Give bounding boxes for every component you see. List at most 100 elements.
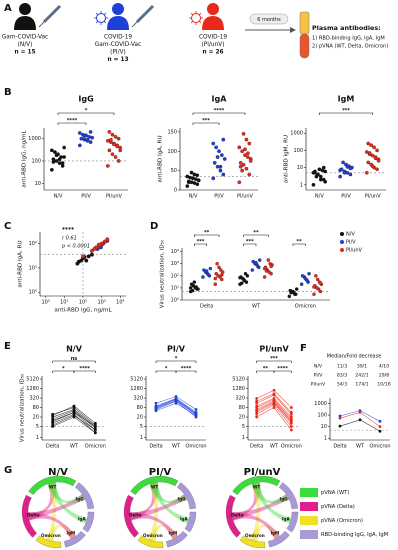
x-axis-label: anti-RBD IgG, ng/mL: [54, 308, 112, 314]
y-axis-label: Virus neutralization, ID₅₀: [20, 373, 26, 442]
data-point: [190, 288, 195, 293]
sig-label: *: [175, 356, 178, 362]
chord-title: PI/V: [149, 467, 172, 478]
group-text: Gam-COVID-Vac: [95, 42, 141, 48]
data-point: [240, 281, 244, 285]
arc-label: IgG: [178, 496, 187, 501]
y-tick-label: 1000: [290, 131, 303, 137]
data-point: [218, 168, 223, 173]
data-point: [49, 148, 54, 153]
data-point: [219, 268, 223, 272]
panel-label: B: [4, 87, 12, 98]
chord-ribbon: [47, 482, 86, 504]
data-point: [289, 425, 293, 428]
data-point: [289, 290, 293, 295]
y-tick-label: 10²: [171, 273, 179, 279]
data-point: [118, 148, 123, 153]
data-point: [96, 242, 101, 247]
chord-arc: [137, 535, 164, 549]
data-point: [315, 277, 320, 282]
data-point: [85, 137, 90, 142]
chord-arc: [28, 475, 77, 496]
table-cell: 4/10: [379, 364, 389, 370]
tube-top: [299, 11, 310, 35]
sig-bracket: [256, 360, 292, 363]
data-point: [318, 177, 323, 182]
group-n: n = 15: [14, 50, 35, 56]
x-tick-label: Omicron: [281, 444, 302, 450]
data-point: [247, 141, 252, 146]
y-tick-label: 150: [167, 129, 177, 135]
data-point: [116, 136, 121, 141]
legend-marker: [340, 240, 344, 244]
arc-label: IgM: [271, 530, 280, 535]
table-cell: 29/8: [379, 373, 389, 379]
x-tick-label: WT: [70, 444, 79, 450]
data-point: [366, 141, 371, 146]
sig-label: ***: [197, 239, 205, 245]
data-point: [307, 271, 311, 276]
data-point: [185, 184, 190, 188]
chart-title: IgG: [78, 95, 93, 104]
data-point: [57, 161, 62, 165]
data-point: [358, 418, 362, 422]
chord-ribbon: [149, 482, 188, 504]
box-item: 1) RBD-binding IgG, IgA, IgM: [312, 36, 385, 42]
data-point: [378, 419, 382, 423]
data-point: [103, 239, 107, 244]
data-point: [107, 148, 112, 153]
data-point: [373, 156, 378, 161]
chord-ribbon: [28, 494, 86, 521]
data-point: [196, 178, 201, 183]
y-tick-label: 1000: [28, 136, 41, 142]
legend-marker: [340, 248, 344, 252]
y-tick-label: 100: [31, 158, 41, 164]
y-tick-label: 10⁴: [171, 249, 179, 255]
data-point: [81, 254, 85, 259]
chart-title: PI/V: [167, 345, 186, 354]
data-point: [88, 130, 93, 134]
data-point: [185, 174, 190, 179]
data-point: [220, 153, 224, 157]
data-point: [105, 138, 110, 143]
y-tick-label: 80: [33, 405, 39, 411]
data-point: [369, 143, 374, 148]
data-point: [238, 161, 243, 165]
chord-title: PI/unV: [244, 467, 281, 478]
data-point: [215, 261, 219, 266]
y-tick-label: 320: [133, 396, 143, 402]
x-tick-label: Delta: [200, 304, 213, 310]
person-body: [107, 16, 129, 30]
chord-arc: [225, 494, 241, 538]
data-point: [87, 135, 91, 139]
arrow-head: [290, 27, 296, 33]
x-tick-label: 10³: [97, 300, 105, 306]
y-tick-label: 10¹: [29, 265, 37, 271]
arc-label: WT: [49, 485, 57, 490]
x-tick-label: N/V: [189, 194, 198, 200]
arc-label: Omicron: [245, 533, 265, 538]
data-point: [51, 423, 55, 427]
data-point: [255, 399, 259, 403]
sig-label: ***: [202, 118, 210, 124]
data-point: [247, 172, 252, 177]
data-point: [51, 419, 55, 422]
legend-swatch: [300, 502, 318, 511]
annotation: r 0.61: [62, 236, 77, 242]
data-point: [51, 421, 55, 425]
data-point: [109, 137, 113, 142]
box-item: 2) pVNA (WT, Delta, Omicron): [312, 44, 388, 50]
data-point: [76, 259, 81, 264]
data-point: [189, 170, 194, 175]
chord-ribbon: [47, 482, 88, 524]
chord-arc: [166, 531, 188, 548]
data-point: [212, 161, 217, 165]
interval-box: [249, 13, 289, 25]
x-tick-label: 10¹: [60, 300, 68, 306]
sig-bracket: [73, 370, 96, 373]
arc-label: Delta: [231, 513, 244, 518]
data-point: [72, 404, 76, 408]
data-point: [215, 155, 220, 159]
data-point: [240, 149, 244, 154]
chord-ribbon: [249, 524, 281, 542]
